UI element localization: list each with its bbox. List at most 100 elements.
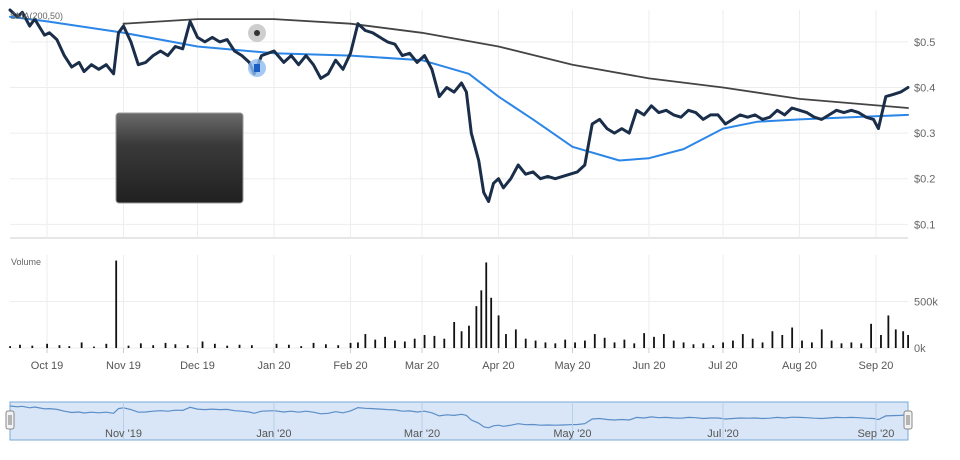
volume-bar [93,346,95,348]
volume-bar [732,340,734,348]
date-label: Mar 20 [405,360,439,372]
sma-50-handle[interactable] [248,59,266,77]
volume-bar [692,344,695,348]
price-tick-label: $0.4 [914,83,935,95]
volume-bar [490,297,493,348]
volume-bar [423,334,426,348]
volume-bar [613,342,616,348]
navigator-series [9,405,909,429]
sma-200-line [122,18,909,109]
volume-bar [68,346,71,348]
volume-bar [653,336,655,348]
handle-dot [254,30,260,36]
volume-bar [31,345,34,348]
volume-tick-label: 0k [914,343,926,355]
date-label: Dec 19 [180,360,215,372]
volume-bar [403,341,406,348]
date-label: Apr 20 [482,360,514,372]
volume-bar [870,323,872,348]
price-tick-label: $0.3 [914,128,935,140]
volume-bar [324,344,327,348]
volume-bars [9,260,909,348]
volume-bar [860,343,863,348]
volume-bar [603,337,606,348]
price-tick-label: $0.2 [914,174,935,186]
volume-bar [781,334,784,348]
volume-bar [349,342,352,348]
volume-bar [722,342,724,348]
volume-bar [633,343,636,348]
volume-bar [524,338,527,348]
volume-bar [433,335,436,348]
date-label: Nov 19 [106,360,141,372]
price-tick-label: $0.5 [914,37,935,49]
volume-bar [460,331,463,348]
volume-bar [105,343,108,348]
volume-label: Volume [11,257,41,267]
volume-bar [337,345,340,348]
volume-bar [623,339,626,348]
volume-bar [544,342,547,348]
volume-bar [201,341,204,348]
date-label: Jul 20 [708,360,737,372]
date-label: May 20 [554,360,590,372]
volume-bar [584,340,586,348]
volume-bar [894,329,897,348]
volume-bar [850,342,853,348]
volume-bar [164,342,167,348]
volume-bar [139,343,142,348]
volume-bar [226,345,229,348]
volume-bar [534,340,537,348]
navigator-label: May '20 [553,428,591,440]
volume-bar [384,336,386,348]
navigator-label: Jul '20 [707,428,738,440]
navigator-label: Nov '19 [105,428,142,440]
volume-bar [820,329,823,348]
volume-bar [152,345,155,348]
volume-bar [564,339,567,348]
price-tick-label: $0.1 [914,219,935,231]
navigator-selection [9,401,909,441]
indicator-label: SMA(200,50) [10,11,63,21]
volume-bar [643,333,646,348]
tooltip-box [115,112,244,204]
volume-bar [672,340,675,348]
volume-bar [475,306,478,348]
volume-bar [275,343,278,348]
volume-bar [907,334,909,348]
volume-bar [19,344,21,348]
volume-bar [505,334,507,348]
volume-bar [213,343,216,348]
date-label: Aug 20 [782,360,817,372]
range-navigator[interactable]: Nov '19 Jan '20 Mar '20 May '20 Jul '20 Sep '… [5,401,913,441]
volume-bar [9,346,11,348]
navigator-label: Sep '20 [857,428,894,440]
volume-bar [830,340,833,348]
sma-200-handle[interactable] [248,24,266,42]
volume-bar [46,343,49,348]
navigator-label: Mar '20 [404,428,440,440]
volume-bar [443,338,446,348]
volume-bar [771,331,774,348]
volume-bar [801,340,803,348]
date-label: Jan 20 [257,360,290,372]
handle-dot [254,64,260,72]
navigator-right-handle[interactable] [903,410,913,430]
volume-bar [712,345,715,348]
volume-bar [238,344,241,348]
volume-bar [58,345,61,348]
date-label: Feb 20 [333,360,367,372]
volume-bar [840,343,843,348]
date-label: Sep 20 [858,360,893,372]
volume-bar [741,334,744,348]
navigator-left-handle[interactable] [5,410,15,430]
volume-bar [413,338,416,348]
volume-bar [453,321,456,348]
volume-bar [485,262,488,348]
volume-bar [574,342,576,348]
volume-bar [480,290,483,348]
volume-bar [810,342,813,348]
chart-axes: Oct 19 Nov 19 Dec 19 Jan 20 Feb 20 Mar 20 Apr … [31,37,939,372]
